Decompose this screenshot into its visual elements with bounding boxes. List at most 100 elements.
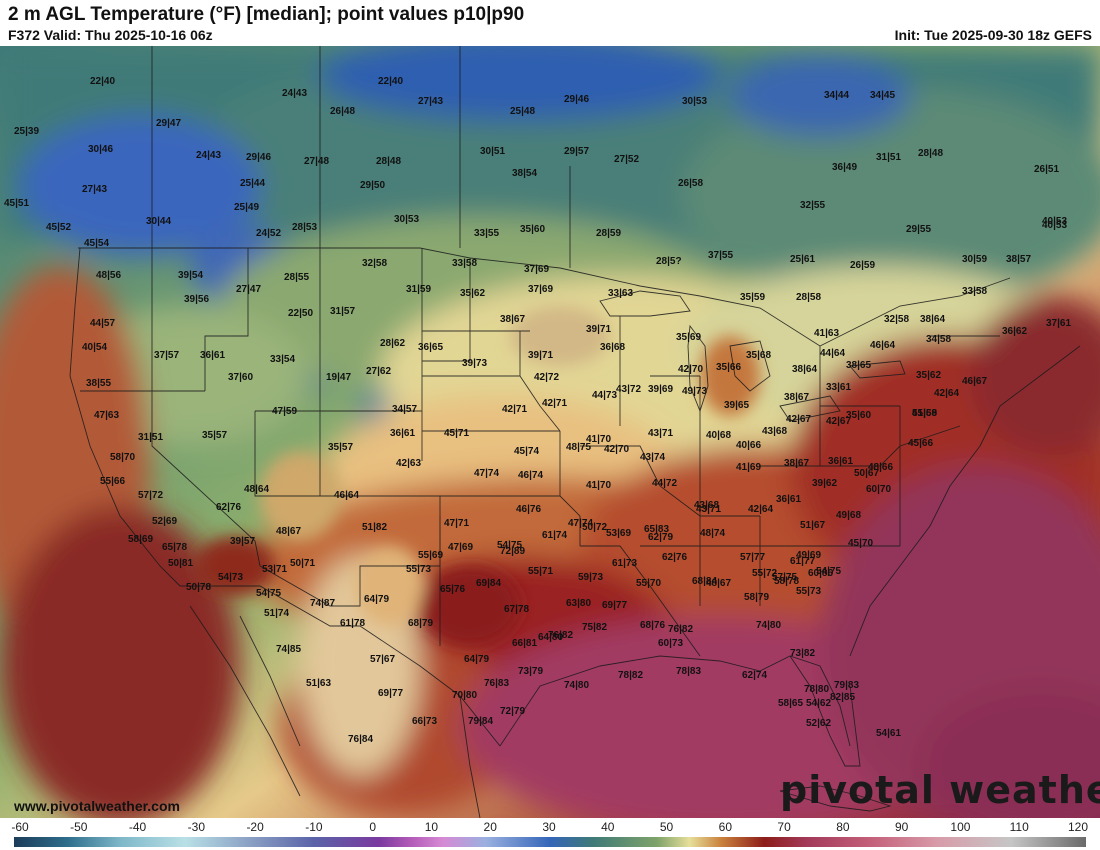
point-value-label: 40|68	[706, 430, 731, 441]
map-canvas: 22|40 24|43 22|40 27|43 25|39 29|47 26|48 25|48…	[0, 46, 1100, 818]
point-value-label: 78|83	[676, 666, 701, 677]
point-value-label: 28|55	[284, 272, 309, 283]
point-value-label: 30|53	[682, 96, 707, 107]
point-value-label: 50|78	[186, 582, 211, 593]
point-value-label: 28|53	[292, 222, 317, 233]
point-value-label: 43|74	[640, 452, 665, 463]
point-value-label: 42|70	[604, 444, 629, 455]
point-value-label: 47|63	[94, 410, 119, 421]
point-value-label: 37|69	[524, 264, 549, 275]
point-value-label: 40|53	[1042, 220, 1067, 231]
point-value-label: 33|61	[826, 382, 851, 393]
point-value-label: 42|70	[678, 364, 703, 375]
point-value-label: 45|54	[84, 238, 109, 249]
website-credit[interactable]: www.pivotalweather.com	[14, 798, 180, 814]
point-value-label: 41|69	[736, 462, 761, 473]
point-value-label: 26|48	[330, 106, 355, 117]
point-value-label: 47|74	[568, 518, 593, 529]
legend-colorbar	[14, 837, 1086, 847]
point-value-label: 38|57	[1006, 254, 1031, 265]
point-value-label: 74|87	[310, 598, 335, 609]
point-value-label: 39|65	[724, 400, 749, 411]
temperature-map[interactable]: 22|40 24|43 22|40 27|43 25|39 29|47 26|48 25|48…	[0, 46, 1100, 818]
point-value-label: 42|64	[934, 388, 959, 399]
point-value-label: 38|67	[784, 458, 809, 469]
point-value-label: 35|68	[746, 350, 771, 361]
point-value-label: 45|74	[514, 446, 539, 457]
point-value-label: 74|80	[564, 680, 589, 691]
point-value-label: 46|64	[870, 340, 895, 351]
point-value-label: 79|83	[834, 680, 859, 691]
point-value-label: 57|75	[772, 572, 797, 583]
point-value-label: 24|43	[196, 150, 221, 161]
point-value-label: 48|74	[700, 528, 725, 539]
point-value-label: 38|67	[500, 314, 525, 325]
brand-watermark: pivotal weather	[780, 768, 1100, 812]
point-value-label: 38|64	[792, 364, 817, 375]
point-value-labels: 22|40 24|43 22|40 27|43 25|39 29|47 26|48 25|48…	[4, 76, 1071, 745]
point-value-label: 54|62	[806, 698, 831, 709]
point-value-label: 43|72	[616, 384, 641, 395]
point-value-label: 22|40	[378, 76, 403, 87]
point-value-label: 76|82	[548, 630, 573, 641]
point-value-label: 51|63	[306, 678, 331, 689]
color-scale: -60 -50 -40 -30 -20 -10 0 10 20 30 40 50 60 70 80 90 100…	[11, 820, 1088, 847]
point-value-label: 29|47	[156, 118, 181, 129]
point-value-label: 33|58	[962, 286, 987, 297]
point-value-label: 55|73	[406, 564, 431, 575]
point-value-label: 69|84	[476, 578, 501, 589]
point-value-label: 40|53	[1042, 216, 1067, 227]
point-value-label: 43|71	[696, 504, 721, 515]
point-value-label: 51|67	[800, 520, 825, 531]
point-value-label: 34|45	[870, 90, 895, 101]
point-value-label: 59|73	[578, 572, 603, 583]
point-value-label: 37|55	[708, 250, 733, 261]
point-value-label: 49|68	[836, 510, 861, 521]
point-value-label: 28|48	[918, 148, 943, 159]
point-value-label: 28|58	[796, 292, 821, 303]
point-value-label: 27|43	[82, 184, 107, 195]
point-value-label: 27|62	[366, 366, 391, 377]
point-value-label: 29|50	[360, 180, 385, 191]
legend-tick-label: 60	[719, 820, 733, 834]
legend-tick-label: -20	[246, 820, 264, 834]
legend-tick-label: -40	[129, 820, 147, 834]
point-value-label: 26|51	[1034, 164, 1059, 175]
point-value-label: 37|69	[528, 284, 553, 295]
point-value-label: 65|83	[644, 524, 669, 535]
point-value-label: 46|76	[516, 504, 541, 515]
point-value-label: 28|48	[376, 156, 401, 167]
point-value-label: 54|73	[218, 572, 243, 583]
point-value-label: 46|74	[518, 470, 543, 481]
point-value-label: 54|75	[816, 566, 841, 577]
point-value-label: 66|73	[412, 716, 437, 727]
point-value-label: 27|43	[418, 96, 443, 107]
point-value-label: 50|67	[854, 468, 879, 479]
legend-tick-label: 40	[601, 820, 615, 834]
point-value-label: 36|68	[600, 342, 625, 353]
point-value-label: 37|60	[228, 372, 253, 383]
point-value-label: 30|46	[88, 144, 113, 155]
point-value-label: 67|78	[504, 604, 529, 615]
point-value-label: 42|71	[502, 404, 527, 415]
point-value-label: 25|49	[234, 202, 259, 213]
point-value-label: 68|84	[692, 576, 717, 587]
point-value-label: 24|52	[256, 228, 281, 239]
point-value-label: 51|82	[362, 522, 387, 533]
point-value-label: 69|77	[378, 688, 403, 699]
point-value-label: 60|73	[658, 638, 683, 649]
legend-tick-label: 20	[484, 820, 498, 834]
legend-tick-label: -60	[11, 820, 29, 834]
point-value-label: 47|59	[272, 406, 297, 417]
point-value-label: 30|51	[480, 146, 505, 157]
point-value-label: 28|5?	[656, 256, 682, 267]
legend-tick-label: -50	[70, 820, 88, 834]
point-value-label: 33|58	[452, 258, 477, 269]
point-value-label: 69|77	[602, 600, 627, 611]
point-value-label: 51|74	[264, 608, 289, 619]
point-value-label: 22|50	[288, 308, 313, 319]
point-value-label: 30|44	[146, 216, 171, 227]
legend-tick-label: -30	[188, 820, 206, 834]
point-value-label: 64|79	[464, 654, 489, 665]
legend-tick-label: 10	[425, 820, 439, 834]
